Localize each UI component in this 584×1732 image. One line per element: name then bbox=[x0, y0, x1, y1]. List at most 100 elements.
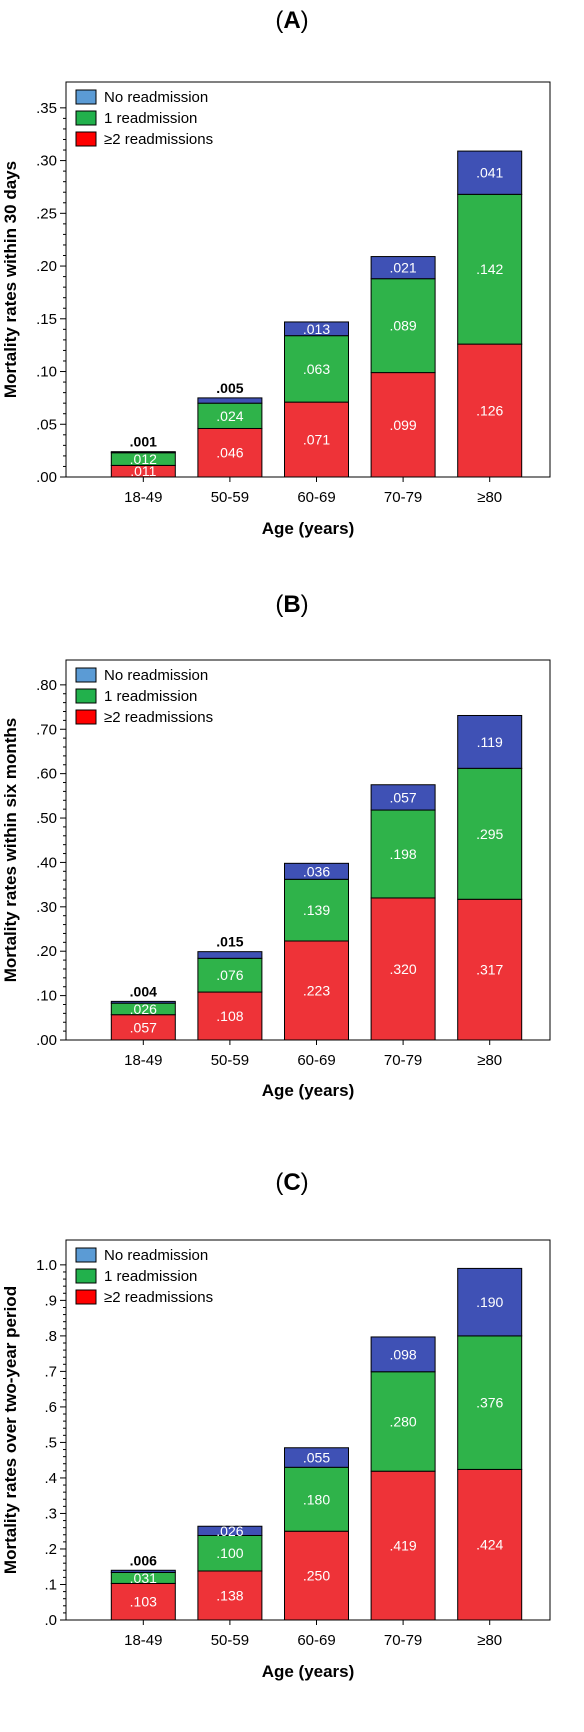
y-tick-label: .30 bbox=[36, 899, 57, 916]
data-label: .006 bbox=[130, 1552, 157, 1568]
data-label: .100 bbox=[216, 1545, 243, 1561]
y-tick-label: .4 bbox=[44, 1470, 57, 1487]
data-label: .138 bbox=[216, 1587, 243, 1603]
chart-panel-a: (A) .00 .05 .10 .15 .20 .25 .30 .35 Mortality rat… bbox=[1, 7, 551, 538]
data-label: .424 bbox=[476, 1537, 503, 1553]
panel-letter: B bbox=[283, 591, 300, 618]
legend-label: No readmission bbox=[104, 1247, 208, 1264]
legend: No readmission 1 readmission ≥2 readmissio… bbox=[75, 1247, 213, 1306]
data-label: .026 bbox=[216, 1523, 243, 1539]
legend-swatch bbox=[75, 688, 97, 704]
y-tick-label: .70 bbox=[36, 721, 57, 738]
data-label: .063 bbox=[303, 361, 330, 377]
legend-swatch bbox=[75, 131, 97, 147]
x-tick-label: 18-49 bbox=[124, 1052, 162, 1069]
y-axis-title: Mortality rates within six months bbox=[1, 718, 20, 983]
legend-label: ≥2 readmissions bbox=[104, 709, 213, 726]
y-axis-title: Mortality rates over two-year period bbox=[1, 1286, 20, 1574]
bar-segment bbox=[370, 809, 436, 899]
legend-swatch bbox=[75, 1247, 97, 1263]
y-tick-label: .1 bbox=[44, 1576, 57, 1593]
bar-segment bbox=[370, 256, 436, 280]
bar-segment bbox=[284, 1530, 349, 1621]
data-label: .419 bbox=[389, 1538, 416, 1554]
legend-swatch bbox=[75, 110, 97, 126]
bar-segment bbox=[457, 898, 523, 1041]
y-tick-label: .05 bbox=[36, 416, 57, 433]
chart-panel-b: (B) .00 .10 .20 .30 .40 .50 .60 .70 .80 Mortality … bbox=[1, 591, 551, 1100]
bar-segment bbox=[370, 784, 436, 811]
bar-segment bbox=[197, 991, 263, 1041]
y-tick-label: .15 bbox=[36, 311, 57, 328]
y-tick-label: .6 bbox=[44, 1399, 57, 1416]
bar-segment bbox=[457, 343, 523, 478]
legend-swatch bbox=[75, 667, 97, 683]
y-tick-label: 1.0 bbox=[36, 1257, 57, 1274]
legend-swatch bbox=[75, 1268, 97, 1284]
y-tick-label: .60 bbox=[36, 766, 57, 783]
data-label: .198 bbox=[389, 846, 416, 862]
bar-segment bbox=[197, 1534, 263, 1572]
data-label: .071 bbox=[303, 432, 330, 448]
legend-swatch bbox=[75, 709, 97, 725]
data-label: .376 bbox=[476, 1395, 503, 1411]
y-tick-label: .00 bbox=[36, 1032, 57, 1049]
data-label: .012 bbox=[130, 451, 157, 467]
y-axis-title: Mortality rates within 30 days bbox=[1, 161, 20, 398]
data-label: .057 bbox=[389, 789, 416, 805]
x-tick-label: 18-49 bbox=[124, 489, 162, 506]
bar-segment bbox=[370, 278, 436, 374]
bar-segment bbox=[370, 1371, 436, 1472]
data-label: .089 bbox=[389, 318, 416, 334]
bar-segment bbox=[284, 862, 349, 880]
data-label: .041 bbox=[476, 165, 503, 181]
data-label: .001 bbox=[130, 434, 157, 450]
x-tick-label: ≥80 bbox=[477, 1052, 502, 1069]
data-label: .005 bbox=[216, 380, 243, 396]
legend: No readmission 1 readmission ≥2 readmissio… bbox=[75, 667, 213, 726]
data-label: .021 bbox=[389, 260, 416, 276]
data-label: .142 bbox=[476, 261, 503, 277]
x-tick-label: 60-69 bbox=[297, 489, 335, 506]
data-label: .250 bbox=[303, 1568, 330, 1584]
bar-segment bbox=[457, 767, 523, 900]
y-tick-label: .25 bbox=[36, 205, 57, 222]
y-tick-label: .35 bbox=[36, 100, 57, 117]
x-tick-label: 50-59 bbox=[211, 489, 249, 506]
y-tick-label: .9 bbox=[44, 1292, 57, 1309]
legend-swatch bbox=[75, 89, 97, 105]
chart-panel-c: (C) .0 .1 .2 .3 .4 .5 .6 .7 .8 .9 1.0 Mortality rate… bbox=[1, 1169, 551, 1681]
bar-segment bbox=[284, 1447, 349, 1468]
bar-segment bbox=[110, 451, 176, 454]
x-tick-label: 70-79 bbox=[384, 489, 422, 506]
bar-segment bbox=[370, 372, 436, 478]
panel-title: (B) bbox=[275, 591, 308, 618]
bar-segment bbox=[110, 1000, 176, 1004]
legend-label: No readmission bbox=[104, 89, 208, 106]
y-tick-label: .30 bbox=[36, 153, 57, 170]
x-axis-title: Age (years) bbox=[262, 1662, 355, 1681]
x-tick-label: 50-59 bbox=[211, 1052, 249, 1069]
bar-segment bbox=[457, 193, 523, 345]
bar-segment bbox=[284, 335, 349, 403]
y-tick-label: .8 bbox=[44, 1328, 57, 1345]
x-tick-label: 50-59 bbox=[211, 1632, 249, 1649]
bar-segment bbox=[284, 321, 349, 337]
data-label: .317 bbox=[476, 962, 503, 978]
y-tick-label: .50 bbox=[36, 810, 57, 827]
bar-segment bbox=[110, 1569, 176, 1573]
bar-segment bbox=[457, 1267, 523, 1337]
y-tick-label: .00 bbox=[36, 469, 57, 486]
data-label: .046 bbox=[216, 445, 243, 461]
y-tick-label: .10 bbox=[36, 988, 57, 1005]
x-tick-label: 60-69 bbox=[297, 1052, 335, 1069]
bar-segment bbox=[197, 427, 263, 478]
data-label: .126 bbox=[476, 403, 503, 419]
y-tick-label: .5 bbox=[44, 1434, 57, 1451]
legend-label: ≥2 readmissions bbox=[104, 1289, 213, 1306]
bar-segment bbox=[197, 1525, 263, 1536]
data-label: .026 bbox=[130, 1001, 157, 1017]
data-label: .180 bbox=[303, 1491, 330, 1507]
data-label: .295 bbox=[476, 826, 503, 842]
